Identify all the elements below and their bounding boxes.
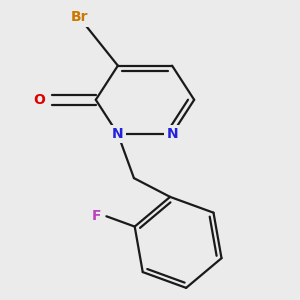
Text: O: O <box>34 93 46 107</box>
Text: N: N <box>166 127 178 141</box>
Text: Br: Br <box>71 11 88 25</box>
Text: N: N <box>112 127 124 141</box>
Text: F: F <box>92 209 101 223</box>
